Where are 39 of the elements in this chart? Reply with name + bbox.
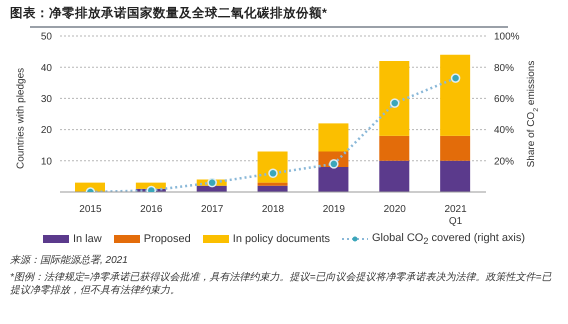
x-tick-label: 2018 <box>262 204 285 215</box>
bar <box>258 151 288 183</box>
bar <box>440 54 470 136</box>
legend-label: In policy documents <box>232 233 330 246</box>
y-tick-label: 40 <box>40 62 52 74</box>
x-tick-label: 2016 <box>140 204 163 215</box>
legend-label: Proposed <box>144 233 191 246</box>
point <box>390 98 400 108</box>
y-tick-label: 20 <box>40 125 52 136</box>
legend-label: Global CO$_{2}$ covered (right axis) <box>372 232 526 246</box>
y-tick-label: 30 <box>40 94 52 105</box>
text: *图例：法律规定=净零承诺已获得议会批准，具有法律约束力。提议=已向议会提议将净零承诺表决为法律。政策性文件=已提议净零排放，但不具有法律约束力。 <box>9 271 552 298</box>
x-tick-label: 2020 <box>384 204 406 215</box>
bar <box>318 123 348 152</box>
x-tick-label: 2015 <box>79 204 102 215</box>
point <box>450 73 460 83</box>
bar <box>379 60 410 136</box>
y2-tick-label: 60% <box>494 94 514 105</box>
x-tick-label: 2021 Q1 <box>444 204 468 227</box>
bar <box>379 160 410 192</box>
y-tick-label: 50 <box>40 32 52 43</box>
point <box>268 168 278 178</box>
y2-tick-label: 100% <box>494 32 520 43</box>
point <box>207 178 217 188</box>
y2-tick-label: 40% <box>494 125 514 136</box>
bar <box>318 167 348 192</box>
bar <box>258 182 288 186</box>
y-axis-title: Countries with pledges <box>16 68 27 169</box>
x-tick-label: 2017 <box>201 204 224 215</box>
bar <box>440 160 470 192</box>
legend-label: In law <box>72 233 102 246</box>
bar <box>440 136 470 161</box>
source-note: 来源：国际能源总署, 2021 <box>9 254 129 268</box>
chart-title: 图表：净零排放承诺国家数量及全球二氧化碳排放份额* <box>9 5 328 22</box>
y-tick-label: 10 <box>40 156 52 168</box>
x-tick-label: 2019 <box>322 204 346 215</box>
y2-tick-label: 80% <box>494 62 514 74</box>
bar <box>379 136 410 161</box>
y2-tick-label: 20% <box>494 156 514 168</box>
